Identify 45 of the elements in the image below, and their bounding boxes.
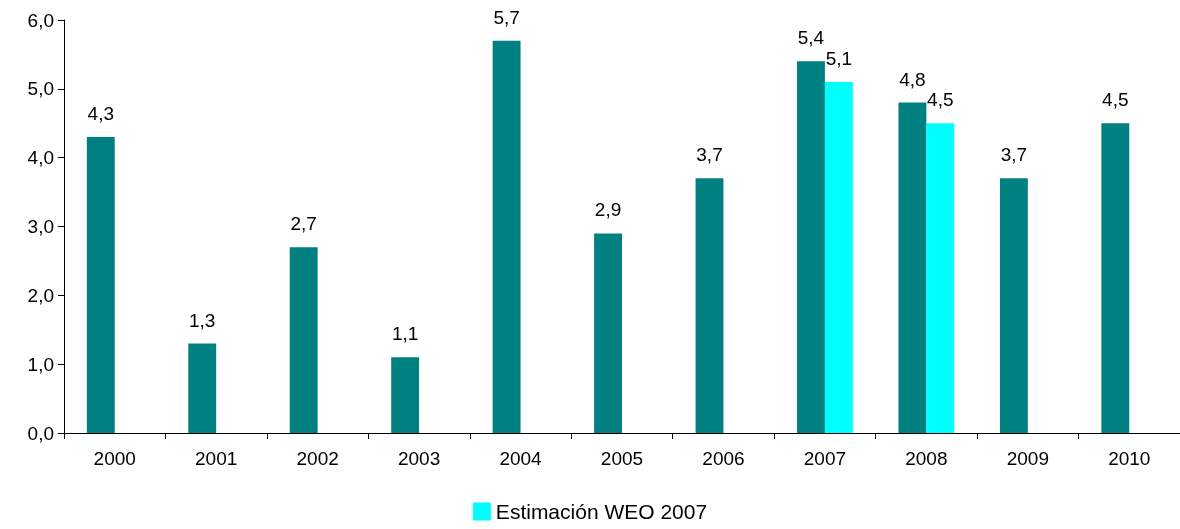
data-label: 1,1 xyxy=(391,323,419,345)
x-tick-label: 2005 xyxy=(600,448,644,469)
x-tick-label: 2002 xyxy=(296,448,339,469)
y-tick-label: 4,0 xyxy=(27,147,54,169)
x-tick-label: 2003 xyxy=(397,448,441,469)
bar xyxy=(289,247,318,433)
y-tick-label: 6,0 xyxy=(27,9,54,31)
bar xyxy=(391,357,420,433)
data-label: 4,3 xyxy=(87,103,114,125)
bar xyxy=(824,81,853,433)
data-label: 2,9 xyxy=(594,199,622,221)
y-tick-label: 0,0 xyxy=(27,422,54,444)
data-label: 4,5 xyxy=(1102,89,1129,111)
x-tick-label: 2004 xyxy=(499,448,543,469)
bar xyxy=(1101,123,1130,433)
x-tick-label: 2000 xyxy=(93,448,136,469)
y-tick-label: 1,0 xyxy=(27,353,54,375)
bar xyxy=(492,40,521,433)
bar xyxy=(594,233,622,433)
data-label: 3,7 xyxy=(1000,144,1028,166)
y-tick-label: 5,0 xyxy=(27,78,54,100)
bar xyxy=(86,137,115,433)
data-label: 5,1 xyxy=(825,47,853,69)
data-label: 5,7 xyxy=(493,6,520,28)
bar xyxy=(695,178,724,433)
data-label: 4,8 xyxy=(899,68,926,90)
bar xyxy=(999,178,1028,433)
data-label: 4,5 xyxy=(927,89,954,111)
bar xyxy=(188,343,217,433)
x-tick-label: 2009 xyxy=(1006,448,1049,469)
x-tick-label: 2006 xyxy=(702,448,745,469)
bar xyxy=(898,102,927,433)
bar xyxy=(797,61,825,433)
data-label: 3,7 xyxy=(696,144,723,166)
data-label: 1,3 xyxy=(189,309,216,331)
data-label: 2,7 xyxy=(290,213,317,235)
bar xyxy=(926,123,955,433)
y-tick-label: 3,0 xyxy=(27,216,54,237)
y-tick-label: 2,0 xyxy=(27,284,54,306)
x-tick-label: 2008 xyxy=(905,448,948,469)
legend-label: Estimación WEO 2007 xyxy=(495,500,708,523)
x-tick-label: 2001 xyxy=(195,448,238,469)
data-label: 5,4 xyxy=(797,27,825,49)
x-tick-label: 2007 xyxy=(803,448,847,469)
x-tick-label: 2010 xyxy=(1108,448,1151,469)
